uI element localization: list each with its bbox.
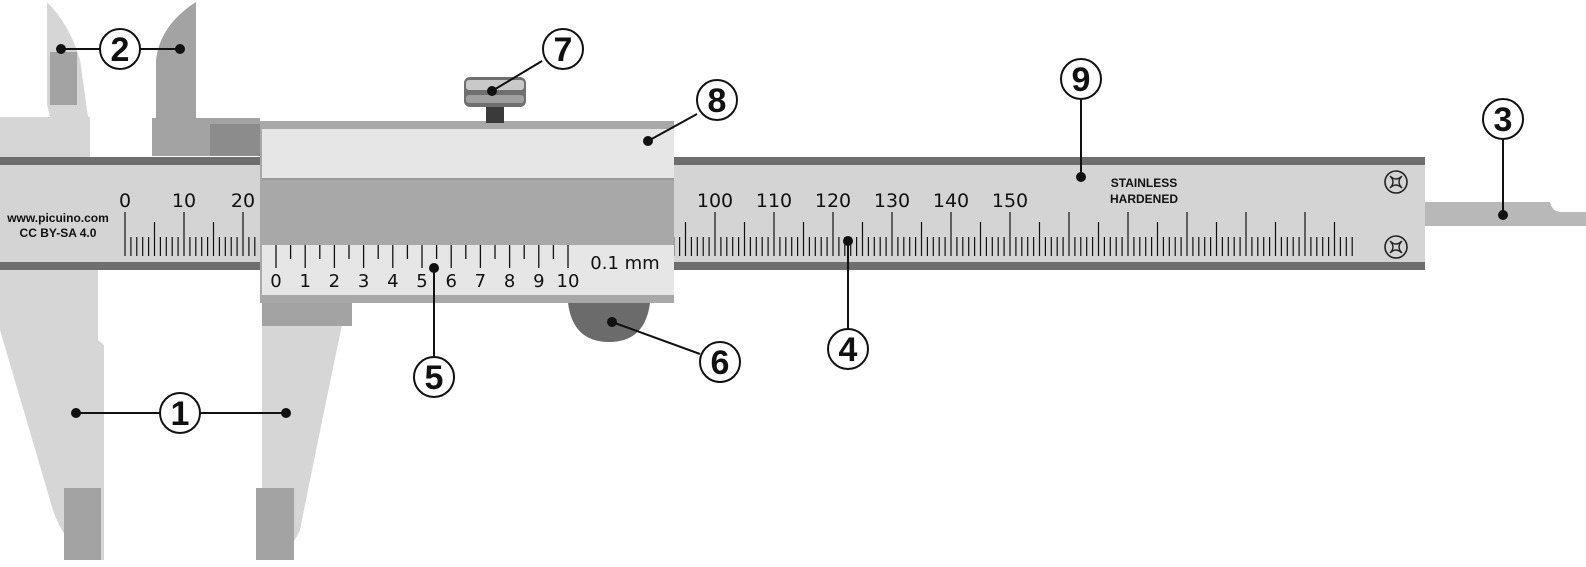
callout-1: 1 (159, 392, 201, 434)
callout-number: 5 (425, 359, 444, 397)
vernier-scale-label: 5 (416, 271, 427, 292)
main-scale-label: 110 (756, 190, 792, 212)
callout-number: 8 (708, 82, 727, 120)
vernier-scale-label: 8 (504, 271, 515, 292)
callout-number: 9 (1072, 61, 1091, 99)
vernier-scale-label: 1 (299, 271, 310, 292)
callout-dots (56, 44, 1508, 418)
material-label-hardened: HARDENED (1110, 192, 1178, 206)
locking-screw[interactable] (464, 77, 526, 123)
vernier-scale-label: 3 (358, 271, 369, 292)
website-label: www.picuino.com (6, 211, 109, 225)
movable-inside-jaw (152, 2, 260, 156)
screw-icon (1384, 170, 1408, 194)
vernier-scale-ticks (275, 245, 569, 268)
fixed-inside-jaw (0, 2, 90, 159)
main-scale-label: 0 (119, 190, 131, 212)
callout-5: 5 (413, 356, 455, 398)
main-scale-label: 130 (874, 190, 910, 212)
slider[interactable] (260, 121, 674, 303)
vernier-scale-label: 0 (270, 271, 281, 292)
callout-6: 6 (699, 341, 741, 383)
main-scale-label: 100 (697, 190, 733, 212)
callout-lines (61, 48, 1504, 414)
callout-8: 8 (696, 79, 738, 121)
screw-icon (1384, 235, 1408, 259)
fixed-outside-jaw (0, 265, 104, 560)
vernier-scale-label: 10 (557, 271, 580, 292)
callout-number: 4 (839, 331, 858, 369)
callout-number: 2 (111, 31, 130, 69)
callout-number: 6 (711, 344, 730, 382)
callout-2: 2 (99, 28, 141, 70)
vernier-scale-label: 4 (387, 271, 398, 292)
vernier-scale-label: 7 (475, 271, 486, 292)
movable-outside-jaw (256, 300, 352, 560)
callout-3: 3 (1482, 98, 1524, 140)
vernier-unit-label: 0.1 mm (590, 253, 659, 274)
callout-number: 1 (171, 395, 190, 433)
callout-number: 7 (554, 31, 573, 69)
main-scale-label: 10 (172, 190, 196, 212)
callout-7: 7 (542, 28, 584, 70)
main-scale-label: 150 (992, 190, 1028, 212)
main-scale-label: 20 (231, 190, 255, 212)
vernier-scale-labels: 0 1 2 3 4 5 6 7 8 9 10 (270, 271, 579, 292)
vernier-scale-label: 6 (445, 271, 456, 292)
license-label: CC BY-SA 4.0 (20, 226, 97, 240)
callout-number: 3 (1494, 101, 1513, 139)
vernier-scale-label: 2 (329, 271, 340, 292)
vernier-scale-label: 9 (533, 271, 544, 292)
main-scale-label: 140 (933, 190, 969, 212)
material-label-stainless: STAINLESS (1111, 176, 1177, 190)
main-scale-label: 120 (815, 190, 851, 212)
callout-9: 9 (1060, 58, 1102, 100)
callout-4: 4 (827, 328, 869, 370)
main-scale-ticks (124, 212, 1353, 256)
